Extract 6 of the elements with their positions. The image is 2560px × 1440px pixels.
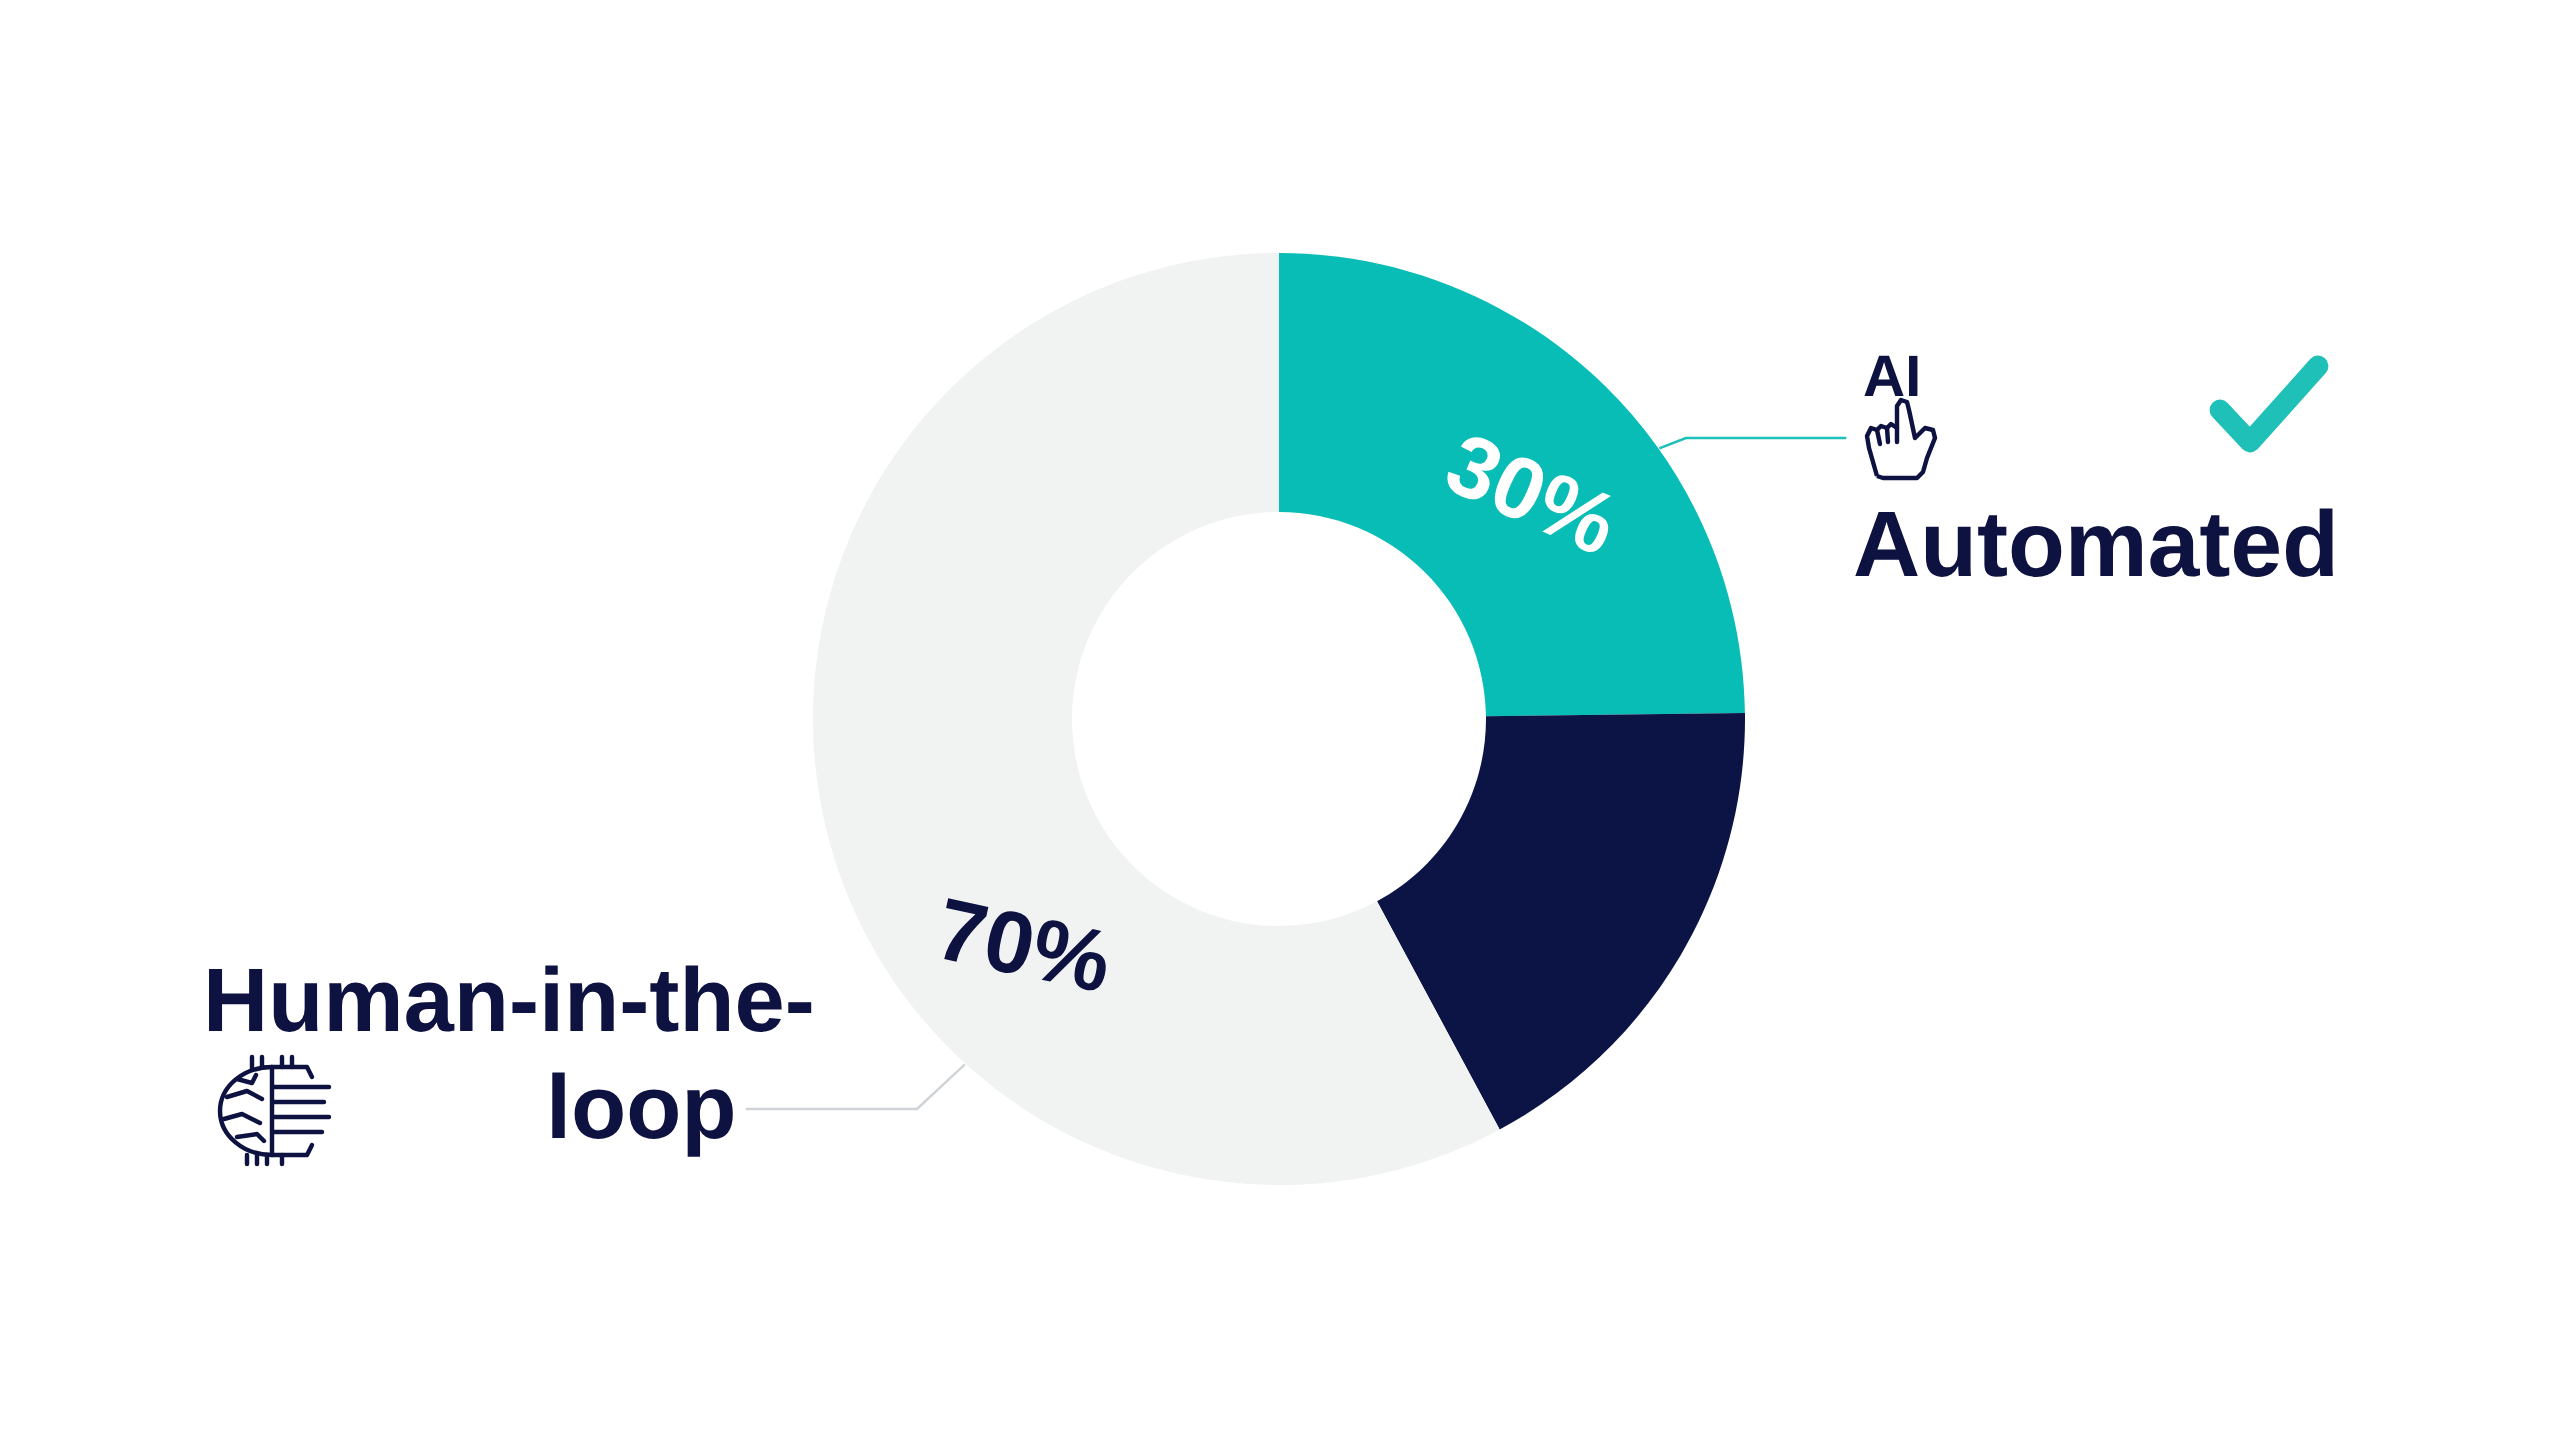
data-label: 30% bbox=[1441, 430, 1623, 557]
data-label: 70% bbox=[935, 897, 1114, 994]
donut-slice bbox=[1377, 712, 1745, 1130]
donut-slice bbox=[1279, 253, 1745, 717]
slice-label: Human-in-the-loop bbox=[209, 965, 812, 1157]
category-label: AI Automated bbox=[1855, 355, 2333, 577]
